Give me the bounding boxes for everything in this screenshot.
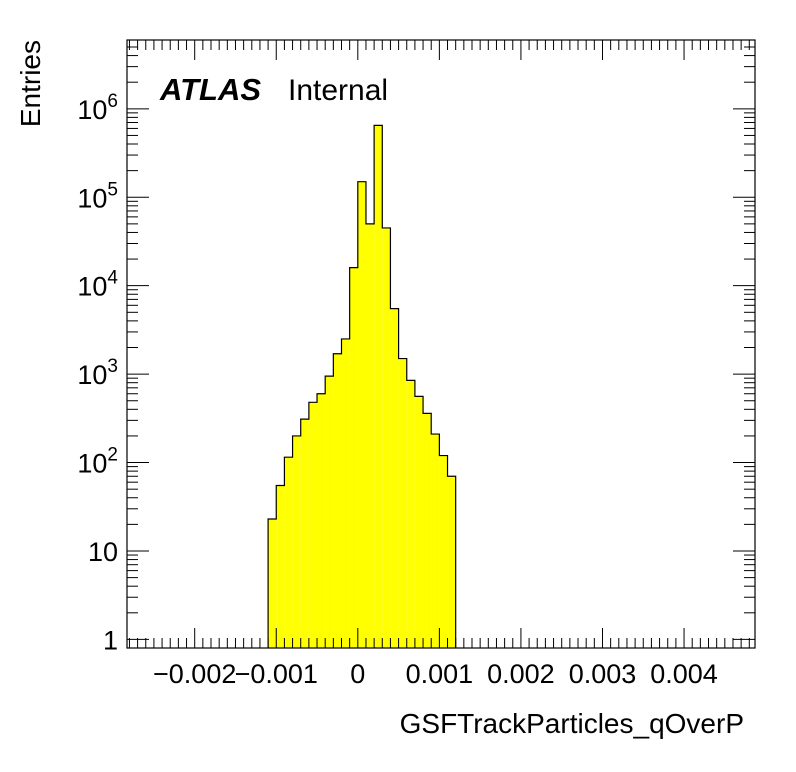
internal-label: Internal [288,74,388,107]
histogram-bar [284,457,293,648]
histogram-bar [406,380,415,648]
y-tick-label: 104 [77,268,118,302]
x-tick-label: 0 [350,659,365,689]
histogram-bar [365,223,375,648]
histogram-bar [439,455,448,648]
y-tick-label: 106 [77,91,118,125]
x-tick-label: 0.001 [406,659,474,689]
y-tick-label: 102 [77,445,118,479]
histogram-bar [341,338,350,648]
y-tick-label: 103 [77,356,118,390]
histogram-bar [268,519,277,648]
histogram-bar [317,393,326,648]
histogram-bar [398,358,407,648]
plot-frame [126,39,756,649]
y-tick-label: 10 [88,537,118,567]
histogram-bar [300,419,309,648]
axis-ticks [127,39,755,648]
y-axis-title: Entries [15,40,46,127]
x-tick-label: −0.001 [235,659,318,689]
histogram-bar [357,181,366,649]
histogram-bar [333,353,342,648]
histogram-bar [431,434,440,648]
histogram-bar [292,435,301,648]
x-tick-label: 0.004 [650,659,718,689]
y-tick-label: 105 [77,179,118,213]
y-tick-label: 1 [103,625,118,655]
tick-labels: −0.002−0.001 0 0.001 0.002 0.003 0.004 1 10 102 1… [77,91,717,689]
histogram-bar [308,402,318,648]
atlas-label: ATLAS [159,72,261,107]
x-tick-label: 0.002 [487,659,555,689]
x-tick-label: 0.003 [569,659,637,689]
histogram-bar [382,227,391,649]
histogram-bar [390,308,399,648]
histogram-bar [325,376,334,648]
histogram-bar [349,267,358,648]
histogram-bar [414,396,424,648]
histogram-bar [374,125,383,648]
histogram-outline [267,124,457,648]
histogram-bar [447,476,456,648]
histogram-bars [267,124,457,649]
x-axis-title: GSFTrackParticles_qOverP [400,708,744,739]
x-tick-label: −0.002 [153,659,236,689]
histogram-bar [423,413,432,648]
histogram-bar [276,485,285,648]
